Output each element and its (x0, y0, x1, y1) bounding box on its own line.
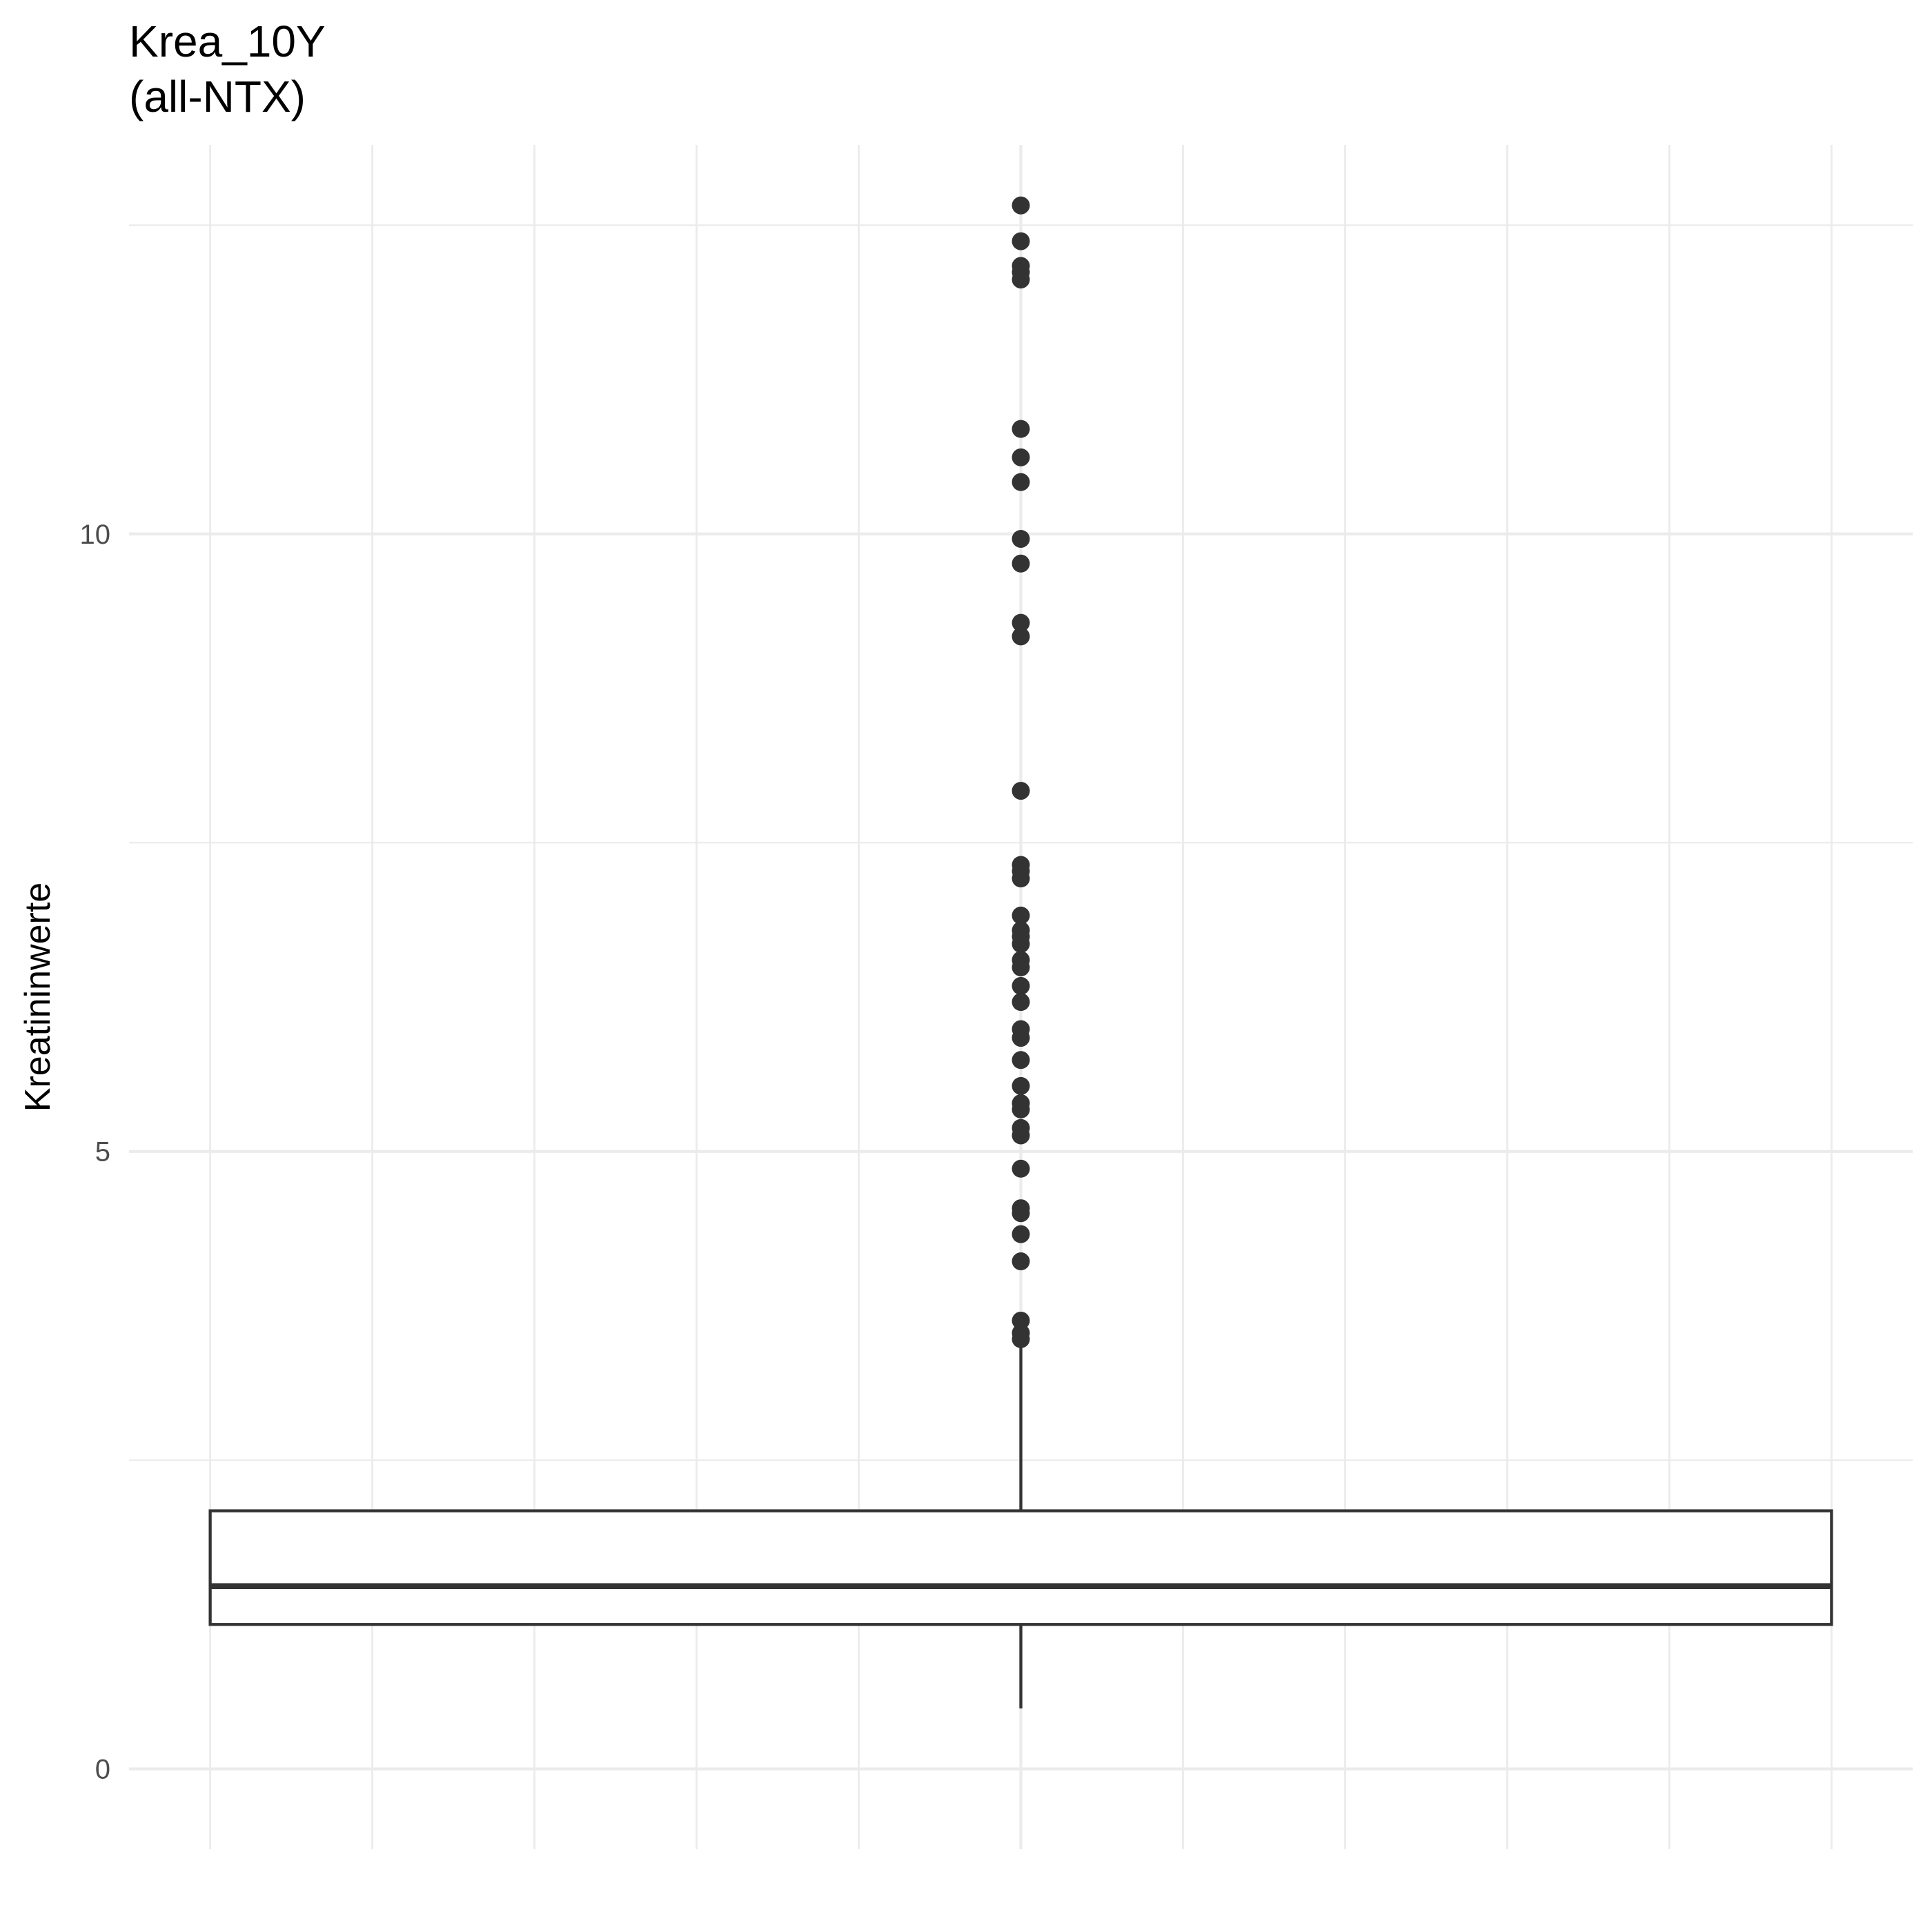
iqr-box (208, 1509, 1833, 1626)
outlier-point-22 (1012, 976, 1030, 995)
outlier-point-39 (1012, 1330, 1030, 1348)
outlier-point-19 (1012, 935, 1030, 954)
outlier-point-11 (1012, 627, 1030, 646)
outlier-point-23 (1012, 993, 1030, 1012)
outlier-point-27 (1012, 1076, 1030, 1095)
chart-title-line-2: (all-NTX) (129, 72, 306, 121)
y-tick-labels: 0 5 10 (80, 520, 111, 1785)
outlier-point-12 (1012, 782, 1030, 800)
outlier-point-32 (1012, 1159, 1030, 1178)
outlier-point-26 (1012, 1051, 1030, 1070)
outlier-point-21 (1012, 958, 1030, 977)
outlier-point-31 (1012, 1126, 1030, 1145)
chart-title-line-1: Krea_10Y (129, 17, 326, 66)
outlier-point-10 (1012, 613, 1030, 632)
outlier-point-5 (1012, 420, 1030, 438)
outlier-point-0 (1012, 196, 1030, 215)
outlier-point-34 (1012, 1204, 1030, 1223)
outlier-point-37 (1012, 1311, 1030, 1330)
y-tick-label-2: 10 (80, 520, 111, 550)
outlier-point-16 (1012, 906, 1030, 925)
y-tick-label-1: 5 (95, 1137, 110, 1167)
outlier-point-9 (1012, 554, 1030, 573)
outlier-point-6 (1012, 448, 1030, 466)
outlier-point-29 (1012, 1100, 1030, 1118)
outlier-point-1 (1012, 232, 1030, 250)
outlier-points (1012, 196, 1030, 1348)
outlier-point-36 (1012, 1252, 1030, 1271)
box-layer (208, 1337, 1833, 1708)
y-tick-label-0: 0 (95, 1755, 110, 1785)
outlier-point-25 (1012, 1029, 1030, 1047)
outlier-point-4 (1012, 270, 1030, 289)
outlier-point-35 (1012, 1225, 1030, 1243)
outlier-point-7 (1012, 473, 1030, 491)
outlier-point-8 (1012, 529, 1030, 548)
y-axis-label: Kreatininwerte (18, 883, 58, 1112)
outlier-point-15 (1012, 869, 1030, 888)
